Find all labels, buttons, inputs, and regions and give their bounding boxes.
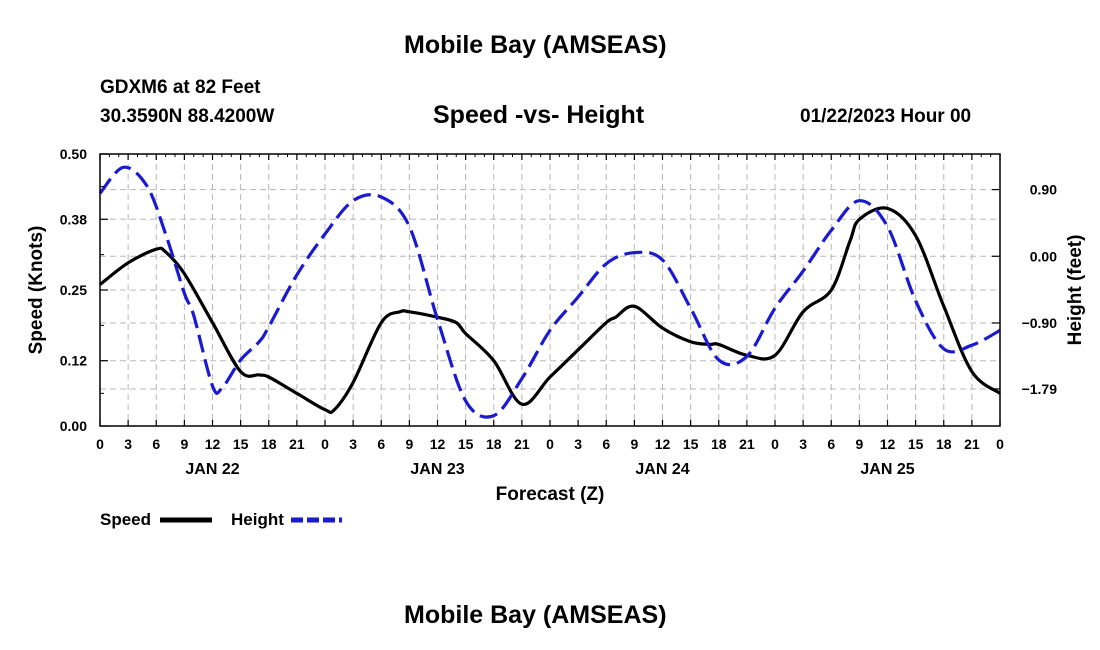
series-lines <box>98 165 1001 419</box>
x-tick-label: 9 <box>180 436 188 452</box>
series-line-height <box>98 165 1001 419</box>
x-tick-label: 6 <box>602 436 610 452</box>
y2-tick-label: 0.90 <box>1030 182 1057 198</box>
x-tick-label: 12 <box>655 436 671 452</box>
x-tick-label: 15 <box>233 436 249 452</box>
x-tick-label: 21 <box>514 436 530 452</box>
y-tick-label: 0.12 <box>60 353 87 369</box>
x-tick-label: 21 <box>739 436 755 452</box>
y-tick-label: 0.50 <box>60 146 87 162</box>
x-tick-label: 12 <box>880 436 896 452</box>
x-tick-label: 3 <box>799 436 807 452</box>
y-tick-label: 0.38 <box>60 211 87 227</box>
forecast-datetime: 01/22/2023 Hour 00 <box>800 106 972 127</box>
main-title: Mobile Bay (AMSEAS) <box>404 31 667 59</box>
x-tick-label: 9 <box>405 436 413 452</box>
x-tick-label: 15 <box>908 436 924 452</box>
x-tick-label: 18 <box>261 436 277 452</box>
x-tick-label: 0 <box>321 436 329 452</box>
x-tick-label: 12 <box>430 436 446 452</box>
x-tick-label: 6 <box>827 436 835 452</box>
day-label: JAN 22 <box>185 461 239 478</box>
x-tick-label: 0 <box>546 436 554 452</box>
day-label: JAN 24 <box>635 461 689 478</box>
y-axis-title: Speed (Knots) <box>26 226 47 355</box>
grid-lines <box>100 154 1000 426</box>
x-tick-label: 9 <box>630 436 638 452</box>
x-tick-label: 18 <box>936 436 952 452</box>
day-label: JAN 23 <box>410 461 464 478</box>
x-tick-label: 12 <box>205 436 221 452</box>
x-tick-label: 0 <box>96 436 104 452</box>
x-tick-label: 15 <box>458 436 474 452</box>
y2-tick-label: −0.90 <box>1022 315 1058 331</box>
x-tick-label: 18 <box>486 436 502 452</box>
legend-height-label: Height <box>231 510 284 529</box>
legend-speed-label: Speed <box>100 510 151 529</box>
station-label: GDXM6 at 82 Feet <box>100 77 261 98</box>
y2-axis-title: Height (feet) <box>1065 235 1086 346</box>
x-tick-label: 21 <box>964 436 980 452</box>
x-tick-label: 3 <box>574 436 582 452</box>
x-axis-title: Forecast (Z) <box>496 484 605 505</box>
y2-tick-label: 0.00 <box>1030 248 1057 264</box>
day-label: JAN 25 <box>860 461 914 478</box>
chart-title: Speed -vs- Height <box>433 101 645 129</box>
x-tick-label: 0 <box>771 436 779 452</box>
series-line-speed <box>99 206 1001 414</box>
x-tick-label: 18 <box>711 436 727 452</box>
x-tick-label: 21 <box>289 436 305 452</box>
axis-labels: 0 3 6 9 12 15 18 21 0 3 6 9 12 15 18 21 0 3 6 9 12 15 18 21 0 3 6 9… <box>60 146 1057 478</box>
x-tick-label: 6 <box>377 436 385 452</box>
y2-tick-label: −1.79 <box>1022 381 1058 397</box>
y-tick-label: 0.25 <box>60 282 87 298</box>
x-tick-label: 3 <box>124 436 132 452</box>
x-tick-label: 3 <box>349 436 357 452</box>
x-tick-label: 0 <box>996 436 1004 452</box>
y-tick-label: 0.00 <box>60 418 87 434</box>
legend: Speed Height <box>100 510 342 529</box>
axis-ticks <box>99 153 1001 427</box>
x-tick-label: 9 <box>855 436 863 452</box>
x-tick-label: 15 <box>683 436 699 452</box>
footer-title: Mobile Bay (AMSEAS) <box>404 601 667 629</box>
x-tick-label: 6 <box>152 436 160 452</box>
coordinates-label: 30.3590N 88.4200W <box>100 106 275 127</box>
